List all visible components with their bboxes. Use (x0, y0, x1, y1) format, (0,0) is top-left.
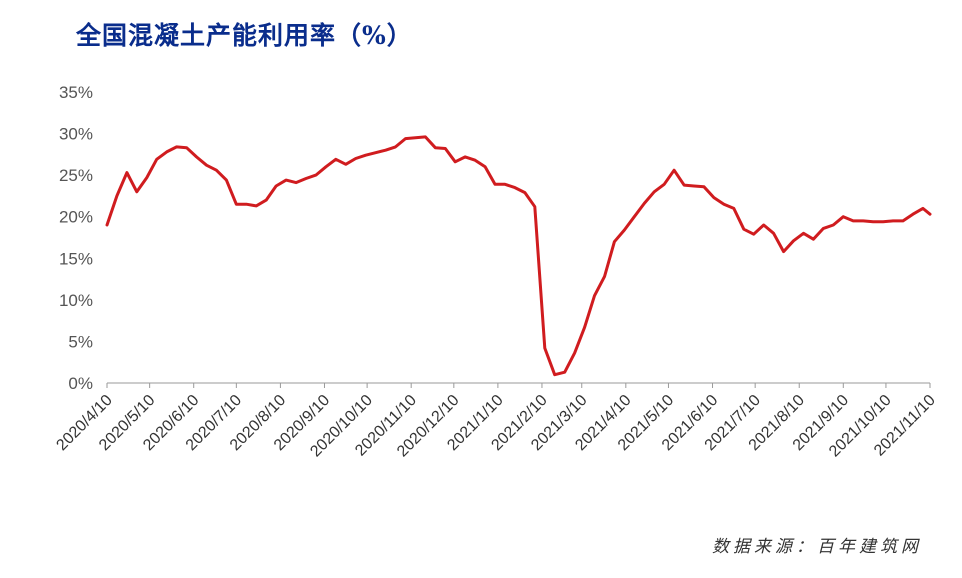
y-tick-label: 10% (59, 291, 93, 310)
data-source-note: 数据来源：百年建筑网 (712, 537, 922, 557)
y-tick-label: 35% (59, 83, 93, 102)
y-tick-label: 30% (59, 125, 93, 144)
y-tick-label: 0% (68, 374, 93, 393)
y-tick-label: 25% (59, 166, 93, 185)
series-group (105, 135, 932, 377)
y-axis: 0% 5% 10% 15% 20% 25% 30% 35% (59, 83, 93, 393)
chart-title: 全国混凝土产能利用率（%） (76, 21, 413, 50)
x-axis: 2020/4/102020/5/102020/6/102020/7/102020… (53, 382, 939, 460)
y-tick-label: 20% (59, 208, 93, 227)
y-tick-label: 15% (59, 249, 93, 268)
y-tick-label: 5% (68, 332, 93, 351)
series-line (105, 135, 932, 377)
